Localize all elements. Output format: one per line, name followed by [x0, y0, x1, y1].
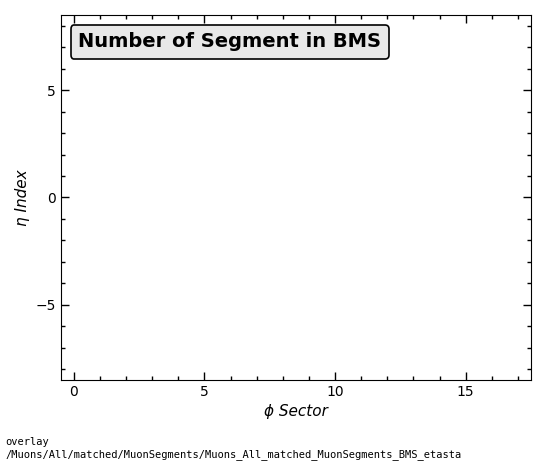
X-axis label: ϕ Sector: ϕ Sector — [264, 404, 328, 419]
Legend: Number of Segment in BMS: Number of Segment in BMS — [70, 25, 389, 59]
Text: overlay
/Muons/All/matched/MuonSegments/Muons_All_matched_MuonSegments_BMS_etast: overlay /Muons/All/matched/MuonSegments/… — [5, 437, 462, 460]
Y-axis label: η Index: η Index — [15, 169, 30, 226]
